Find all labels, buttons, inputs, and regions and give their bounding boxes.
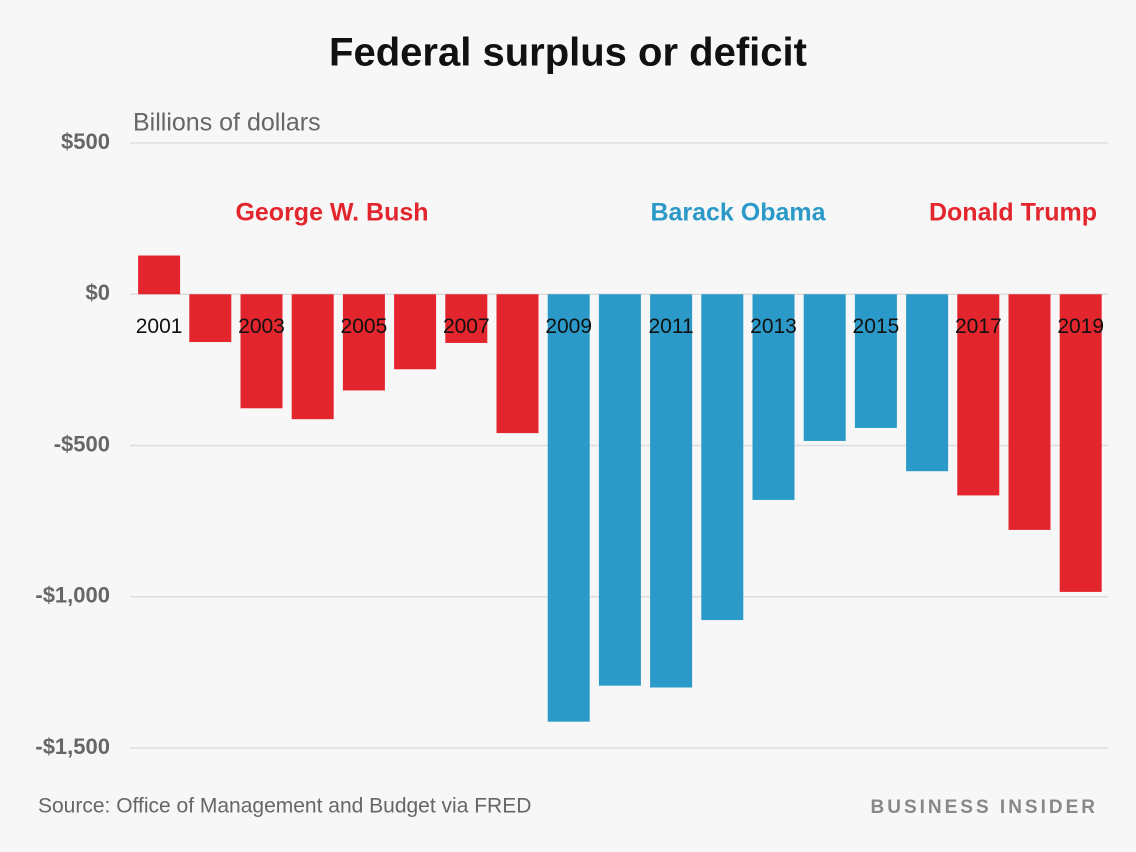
bar — [445, 294, 488, 343]
y-tick-label: -$1,000 — [35, 583, 110, 608]
bar — [957, 294, 1000, 496]
axis-unit-label: Billions of dollars — [133, 109, 321, 137]
president-label: George W. Bush — [235, 199, 428, 227]
bar — [240, 294, 283, 409]
bar — [189, 294, 232, 343]
bar — [342, 294, 385, 391]
x-tick-label: 2011 — [649, 315, 694, 338]
y-tick-label: $0 — [86, 280, 110, 305]
y-tick-label: $500 — [61, 129, 110, 154]
bar — [854, 294, 897, 428]
x-tick-label: 2013 — [750, 315, 797, 338]
x-tick-label: 2007 — [443, 315, 490, 338]
bar — [496, 294, 539, 434]
x-tick-label: 2001 — [136, 315, 183, 338]
x-tick-label: 2003 — [238, 315, 285, 338]
bar — [138, 255, 181, 295]
bar — [701, 294, 744, 621]
chart-title: Federal surplus or deficit — [329, 31, 807, 75]
president-label: Donald Trump — [929, 199, 1097, 227]
bar — [650, 294, 693, 688]
bar — [394, 294, 437, 370]
bar — [1059, 294, 1102, 592]
x-tick-label: 2017 — [955, 315, 1002, 338]
bar — [1008, 294, 1051, 530]
bar — [803, 294, 846, 441]
bar — [598, 294, 641, 686]
x-tick-label: 2009 — [545, 315, 592, 338]
brand: BUSINESS INSIDER — [871, 797, 1098, 818]
source-note: Source: Office of Management and Budget … — [38, 795, 531, 818]
bar — [291, 294, 334, 420]
y-tick-label: -$500 — [54, 431, 110, 456]
x-tick-label: 2019 — [1057, 315, 1104, 338]
x-tick-label: 2005 — [341, 315, 388, 338]
bar — [906, 294, 949, 472]
x-tick-label: 2015 — [853, 315, 900, 338]
bar — [547, 294, 590, 722]
president-label: Barack Obama — [650, 199, 826, 227]
y-tick-label: -$1,500 — [35, 734, 110, 759]
bar — [752, 294, 795, 500]
